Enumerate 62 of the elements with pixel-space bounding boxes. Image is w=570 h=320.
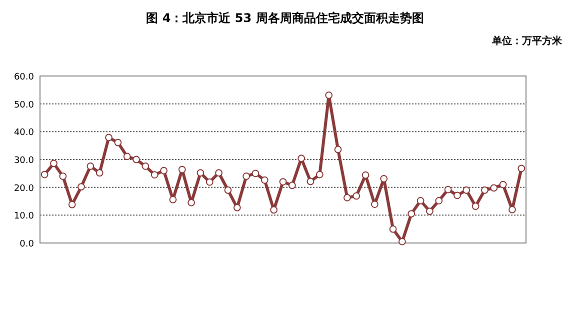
point bbox=[188, 198, 195, 206]
y-tick-label: 0.0 bbox=[20, 240, 34, 250]
point bbox=[343, 194, 351, 202]
y-tick-label: 50.0 bbox=[14, 100, 34, 110]
point bbox=[40, 170, 48, 178]
point bbox=[114, 138, 122, 146]
y-tick-label: 40.0 bbox=[14, 128, 34, 138]
point bbox=[362, 171, 370, 179]
point bbox=[96, 169, 104, 177]
point bbox=[68, 200, 76, 208]
point bbox=[454, 192, 461, 200]
y-tick-label: 30.0 bbox=[14, 156, 34, 166]
point bbox=[196, 169, 204, 177]
point bbox=[499, 180, 507, 188]
point bbox=[215, 169, 223, 177]
point bbox=[371, 200, 378, 208]
point bbox=[298, 154, 306, 162]
point bbox=[306, 178, 314, 186]
point bbox=[490, 184, 498, 192]
point bbox=[86, 162, 94, 170]
point bbox=[123, 152, 131, 160]
point bbox=[142, 162, 150, 170]
point bbox=[398, 238, 406, 246]
point bbox=[426, 208, 434, 215]
point bbox=[472, 202, 480, 210]
y-tick-label: 60.0 bbox=[14, 72, 34, 82]
point bbox=[178, 166, 186, 174]
chart-title: 图 4：北京市近 53 周各周商品住宅成交面积走势图 bbox=[146, 11, 424, 25]
point bbox=[288, 182, 296, 190]
point bbox=[150, 171, 158, 179]
point bbox=[481, 186, 488, 194]
point bbox=[206, 178, 214, 186]
point bbox=[132, 156, 140, 164]
y-tick-label: 10.0 bbox=[14, 212, 34, 222]
point bbox=[352, 192, 360, 200]
point bbox=[389, 225, 397, 233]
point bbox=[242, 172, 250, 180]
point bbox=[50, 160, 58, 168]
point bbox=[508, 206, 516, 214]
point bbox=[105, 134, 112, 142]
point bbox=[416, 196, 424, 204]
point bbox=[316, 170, 324, 178]
point bbox=[169, 196, 177, 204]
point bbox=[325, 92, 333, 99]
point bbox=[444, 186, 452, 194]
point bbox=[279, 178, 287, 186]
point bbox=[252, 170, 260, 178]
point bbox=[334, 146, 342, 154]
point bbox=[260, 176, 268, 184]
point bbox=[78, 183, 85, 190]
point bbox=[435, 196, 443, 204]
point bbox=[224, 186, 232, 194]
point bbox=[518, 164, 526, 172]
point bbox=[380, 175, 388, 182]
text: 单位：万平方米 bbox=[491, 35, 563, 47]
y-tick-label: 20.0 bbox=[14, 184, 34, 194]
point bbox=[160, 166, 168, 174]
point bbox=[59, 172, 67, 180]
point bbox=[408, 210, 416, 218]
point bbox=[233, 204, 241, 212]
point bbox=[462, 186, 470, 194]
point bbox=[270, 206, 278, 214]
